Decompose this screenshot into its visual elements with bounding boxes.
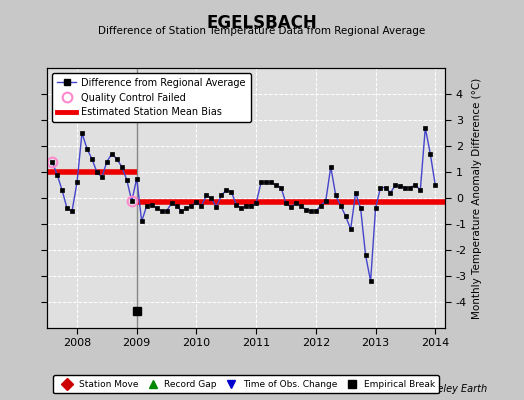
Legend: Station Move, Record Gap, Time of Obs. Change, Empirical Break: Station Move, Record Gap, Time of Obs. C… bbox=[53, 376, 439, 394]
Y-axis label: Monthly Temperature Anomaly Difference (°C): Monthly Temperature Anomaly Difference (… bbox=[473, 77, 483, 319]
Legend: Difference from Regional Average, Quality Control Failed, Estimated Station Mean: Difference from Regional Average, Qualit… bbox=[52, 73, 250, 122]
Text: Difference of Station Temperature Data from Regional Average: Difference of Station Temperature Data f… bbox=[99, 26, 425, 36]
Text: Berkeley Earth: Berkeley Earth bbox=[415, 384, 487, 394]
Text: EGELSBACH: EGELSBACH bbox=[206, 14, 318, 32]
